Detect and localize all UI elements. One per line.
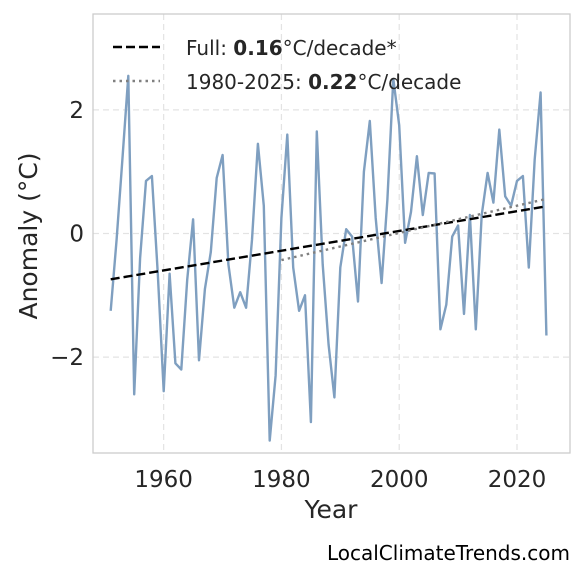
trend-line-full (110, 205, 547, 281)
legend: Full: 0.16°C/decade* 1980-2025: 0.22°C/d… (113, 36, 461, 94)
legend-value-1980-2025: 0.22 (308, 70, 357, 94)
series-layer (109, 74, 548, 442)
legend-label-full: Full: 0.16°C/decade* (186, 36, 397, 60)
legend-suffix-full: °C/decade* (283, 36, 397, 60)
legend-prefix-1980-2025: 1980-2025: (186, 70, 308, 94)
x-tick-labels: 1960 1980 2000 2020 (134, 467, 546, 493)
anomaly-series-line (109, 74, 548, 442)
y-tick-label: 0 (69, 222, 84, 248)
legend-label-1980-2025: 1980-2025: 0.22°C/decade (186, 70, 461, 94)
x-tick-label: 1960 (134, 467, 193, 493)
y-tick-label: 2 (69, 98, 84, 124)
y-tick-labels: −2 0 2 (50, 98, 84, 371)
site-attribution: LocalClimateTrends.com (327, 541, 570, 565)
legend-suffix-1980-2025: °C/decade (357, 70, 461, 94)
legend-prefix-full: Full: (186, 36, 233, 60)
x-axis-title: Year (304, 495, 359, 524)
y-tick-label: −2 (50, 345, 84, 371)
y-axis-title: Anomaly (°C) (14, 152, 43, 319)
x-tick-label: 2020 (488, 467, 547, 493)
legend-value-full: 0.16 (233, 36, 282, 60)
plot-frame (92, 13, 571, 454)
x-tick-label: 2000 (370, 467, 429, 493)
x-tick-label: 1980 (252, 467, 311, 493)
